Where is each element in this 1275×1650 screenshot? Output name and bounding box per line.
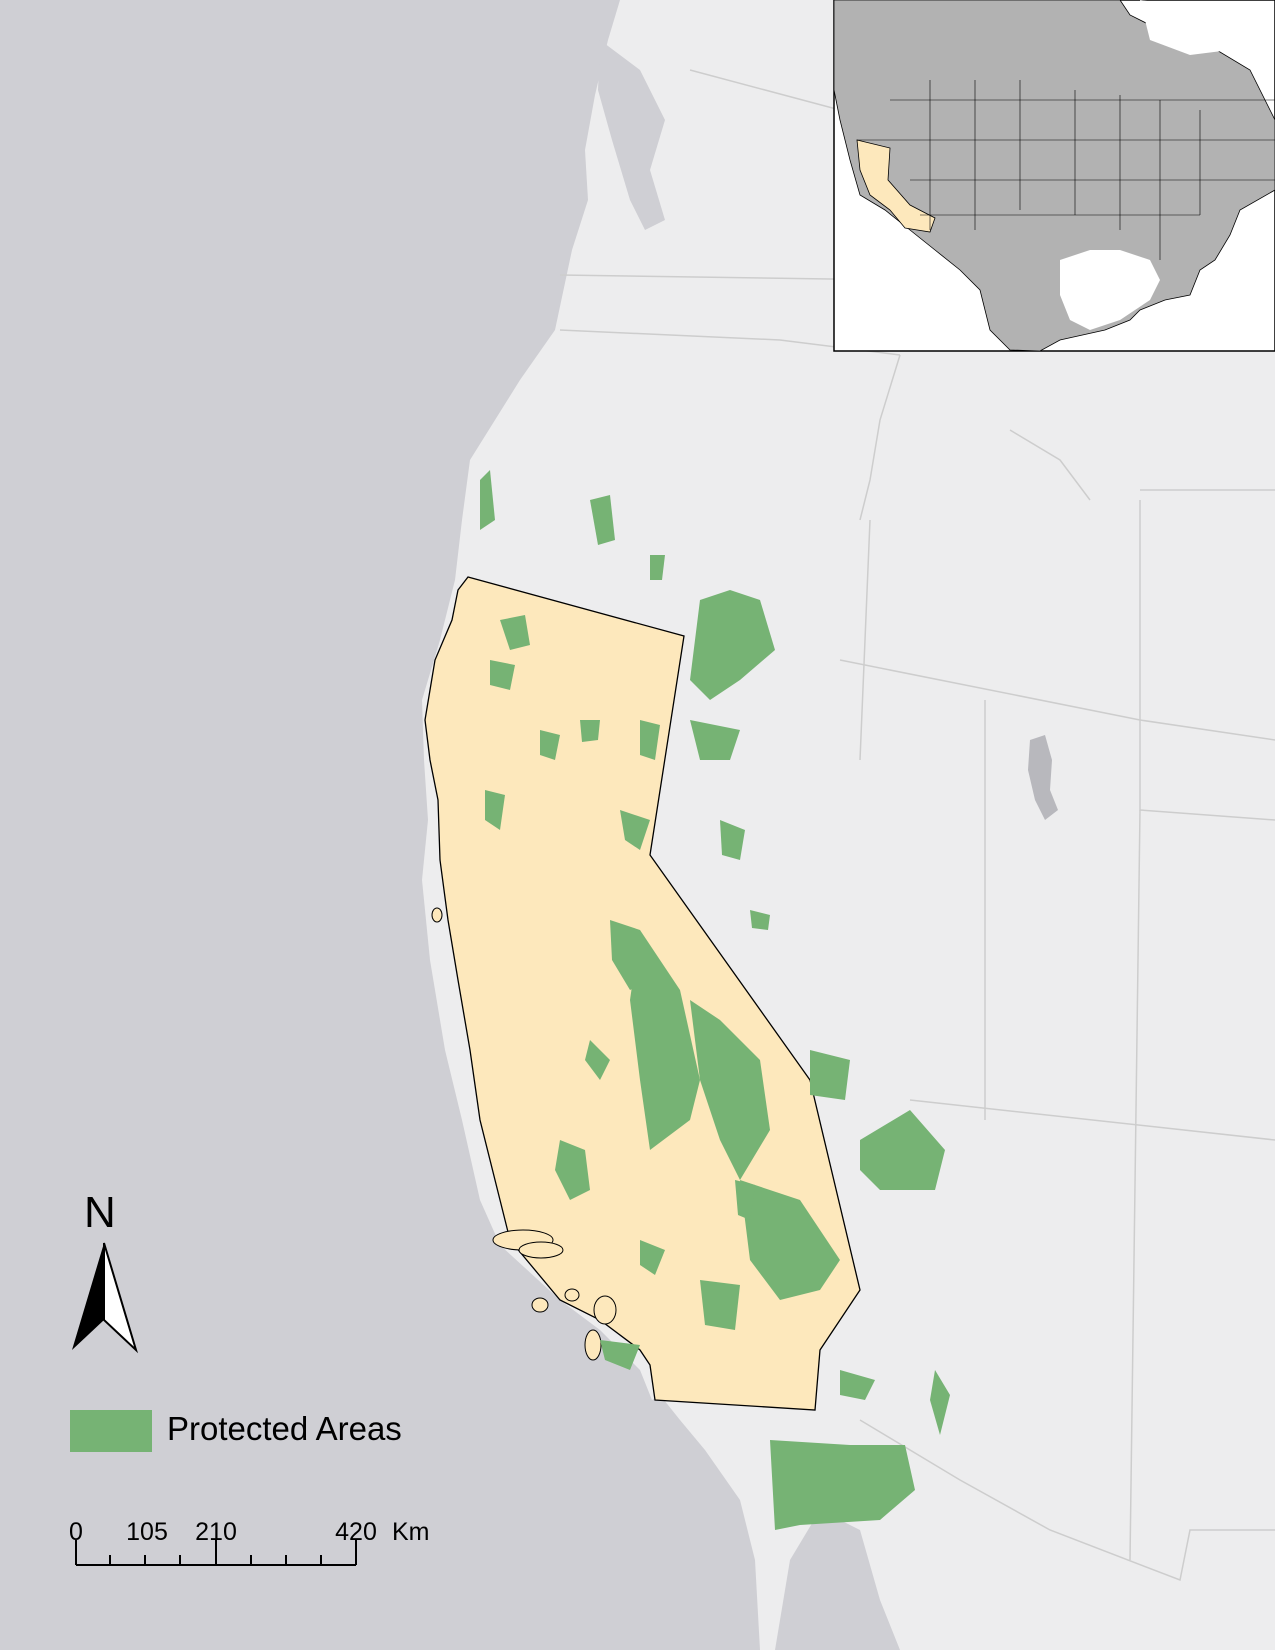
inset-hudson-bay — [1140, 0, 1240, 55]
inset-map — [833, 0, 1275, 352]
gulf-of-california — [775, 1510, 900, 1650]
legend-swatch-protected — [70, 1410, 152, 1452]
north-arrow-left — [72, 1243, 104, 1350]
protected-areas — [480, 470, 950, 1530]
inset-land — [833, 0, 1275, 352]
legend-label-protected-areas: Protected Areas — [167, 1410, 402, 1447]
inset-state-lines — [857, 80, 1275, 260]
scale-tick-420: 420 — [335, 1518, 377, 1546]
scale-tick-210: 210 — [195, 1518, 237, 1546]
north-label: N — [84, 1188, 116, 1237]
channel-islands — [431, 907, 617, 1361]
scale-tick-0: 0 — [69, 1518, 83, 1546]
scale-unit: Km — [392, 1518, 430, 1546]
great-salt-lake — [1028, 735, 1058, 820]
scale-bar — [75, 1540, 357, 1566]
scale-tick-105: 105 — [126, 1518, 168, 1546]
north-arrow-right — [103, 1242, 139, 1354]
north-arrow — [72, 1242, 139, 1354]
inset-gulf-of-mexico — [1060, 250, 1160, 330]
inset-california — [856, 139, 936, 233]
puget-sound — [598, 40, 665, 230]
